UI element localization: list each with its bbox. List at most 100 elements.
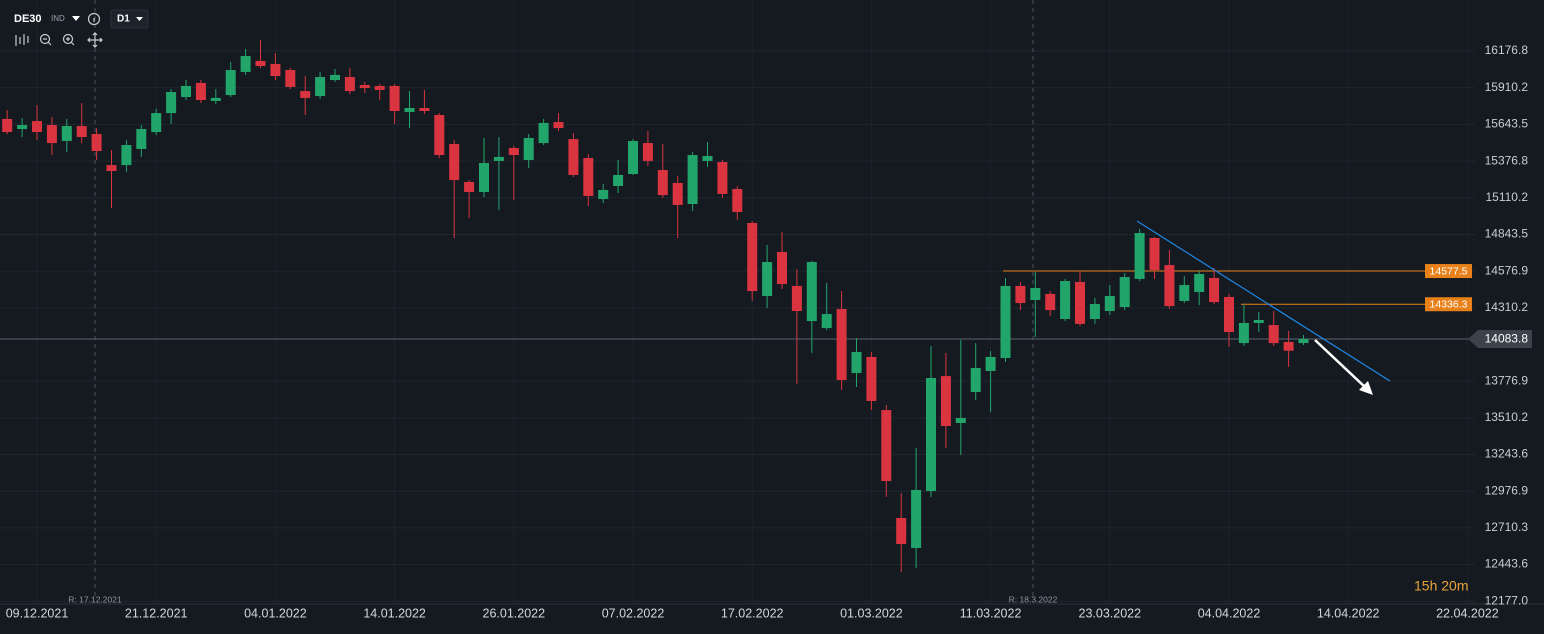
candle-body xyxy=(1149,237,1160,271)
candle-body xyxy=(181,85,191,97)
candle-body xyxy=(2,118,13,133)
candle-body xyxy=(970,367,981,393)
candle-body xyxy=(1089,303,1100,319)
candle-body xyxy=(672,182,683,205)
candle-body xyxy=(777,251,787,285)
zoom-out-icon[interactable] xyxy=(39,33,51,45)
candle-body xyxy=(732,188,743,212)
candle-body xyxy=(270,63,281,77)
candle-body xyxy=(508,148,519,156)
y-tick-label: 14843.5 xyxy=(1485,227,1529,241)
candle-body xyxy=(195,82,206,101)
candle-body xyxy=(806,262,817,322)
candle-body xyxy=(330,74,340,81)
candle-body xyxy=(821,314,832,329)
level-label: 14336.3 xyxy=(1430,299,1468,311)
candle-body xyxy=(1104,296,1115,312)
candle-body xyxy=(1075,281,1085,324)
candle-body xyxy=(762,262,773,297)
x-tick-label: 22.04.2022 xyxy=(1436,606,1499,620)
candle-body xyxy=(121,144,132,166)
candle-body xyxy=(210,97,221,101)
y-tick-label: 13776.9 xyxy=(1485,373,1529,387)
candle-body xyxy=(225,70,236,96)
candle-body xyxy=(404,107,415,112)
candle-body xyxy=(955,418,966,423)
candle-body xyxy=(598,189,609,200)
x-tick-label: 23.03.2022 xyxy=(1079,606,1142,620)
pan-icon[interactable] xyxy=(87,32,103,48)
candle-body xyxy=(1283,341,1294,351)
candle-body xyxy=(1238,322,1249,344)
y-tick-label: 14310.2 xyxy=(1485,300,1529,314)
y-tick-label: 12443.6 xyxy=(1485,557,1529,571)
candle-body xyxy=(538,122,549,144)
candle-body xyxy=(76,125,87,138)
candle-body xyxy=(1164,265,1175,307)
info-icon[interactable] xyxy=(87,12,101,26)
symbol[interactable]: DE30 xyxy=(14,13,42,25)
x-tick-label: 04.01.2022 xyxy=(244,606,307,620)
candle-body xyxy=(61,125,72,141)
candle-body xyxy=(1298,338,1309,344)
last-price-tag xyxy=(1468,329,1532,348)
candle-body xyxy=(419,107,430,112)
candle-body xyxy=(1179,285,1190,301)
level-tag xyxy=(1425,297,1472,312)
candle-body xyxy=(1253,319,1264,323)
candle-body xyxy=(359,85,370,89)
x-tick-label: 26.01.2022 xyxy=(483,606,546,620)
candle-body xyxy=(434,114,445,156)
candle-body xyxy=(702,155,713,161)
candle-body xyxy=(493,156,504,161)
candle-body xyxy=(583,158,594,197)
candle-body xyxy=(687,155,698,204)
x-tick-label: 17.02.2022 xyxy=(721,606,784,620)
y-tick-label: 15110.2 xyxy=(1486,190,1529,204)
candle-body xyxy=(940,376,951,427)
chart-type-icon[interactable] xyxy=(15,34,29,46)
candle-body xyxy=(166,92,177,114)
candle-body xyxy=(1015,285,1026,304)
candle-body xyxy=(106,165,117,171)
candle-body xyxy=(1030,288,1041,301)
candle-body xyxy=(464,181,475,193)
zoom-out-glyph xyxy=(43,38,52,46)
candle-body xyxy=(851,352,862,374)
candle-body xyxy=(747,222,758,292)
timeframe[interactable]: D1 xyxy=(117,14,130,25)
x-tick-label: 14.04.2022 xyxy=(1317,606,1380,620)
candle-body xyxy=(1209,277,1220,303)
last-price-label: 14083.8 xyxy=(1485,332,1529,346)
candle-body xyxy=(255,60,266,67)
candle-body xyxy=(911,489,922,549)
candle-body xyxy=(1268,325,1279,344)
timeframe-dropdown[interactable] xyxy=(136,17,143,21)
candle-body xyxy=(1000,285,1011,359)
candle-body xyxy=(1224,296,1234,333)
candle-body xyxy=(300,91,311,98)
y-tick-label: 12976.9 xyxy=(1485,483,1529,497)
timeframe-box[interactable] xyxy=(110,9,149,29)
zoom-in-icon[interactable] xyxy=(62,33,74,45)
candle-body xyxy=(285,70,296,87)
candle-body xyxy=(1134,233,1145,279)
candle-body xyxy=(1194,274,1205,293)
x-tick-label: 11.03.2022 xyxy=(960,606,1022,620)
candle-body xyxy=(46,125,57,144)
candle-body xyxy=(344,77,355,92)
candle-body xyxy=(389,85,400,112)
candle-body xyxy=(628,140,638,175)
symbol-dropdown[interactable] xyxy=(72,16,80,21)
marker-label: R: 17.12.2021 xyxy=(68,594,122,604)
candle-body xyxy=(657,170,668,196)
candle-body xyxy=(896,518,907,545)
candle-body xyxy=(568,139,579,175)
candle-body xyxy=(523,137,534,160)
trendline xyxy=(1136,220,1391,382)
candle-body xyxy=(642,143,653,161)
candle-body xyxy=(1060,281,1071,319)
x-tick-label: 21.12.2021 xyxy=(125,606,188,620)
y-tick-label: 12177.0 xyxy=(1485,593,1529,607)
